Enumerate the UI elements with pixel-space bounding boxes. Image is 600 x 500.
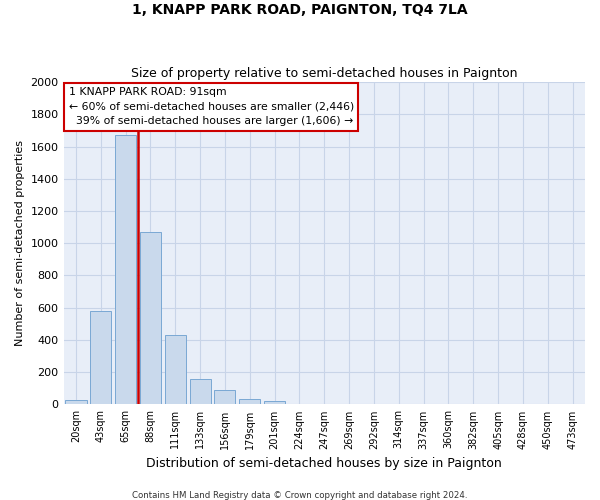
Bar	[115, 135, 136, 404]
Text: 1 KNAPP PARK ROAD: 91sqm
← 60% of semi-detached houses are smaller (2,446)
  39%: 1 KNAPP PARK ROAD: 91sqm ← 60% of semi-d…	[69, 87, 354, 126]
Bar	[264, 401, 285, 404]
Y-axis label: Number of semi-detached properties: Number of semi-detached properties	[15, 140, 25, 346]
Bar	[65, 400, 86, 404]
Title: Size of property relative to semi-detached houses in Paignton: Size of property relative to semi-detach…	[131, 66, 518, 80]
Text: Contains HM Land Registry data © Crown copyright and database right 2024.: Contains HM Land Registry data © Crown c…	[132, 490, 468, 500]
Bar	[165, 335, 186, 404]
Bar	[140, 232, 161, 404]
Bar	[90, 311, 112, 404]
Bar	[214, 390, 235, 404]
Bar	[239, 399, 260, 404]
X-axis label: Distribution of semi-detached houses by size in Paignton: Distribution of semi-detached houses by …	[146, 457, 502, 470]
Text: 1, KNAPP PARK ROAD, PAIGNTON, TQ4 7LA: 1, KNAPP PARK ROAD, PAIGNTON, TQ4 7LA	[132, 2, 468, 16]
Bar	[190, 378, 211, 404]
